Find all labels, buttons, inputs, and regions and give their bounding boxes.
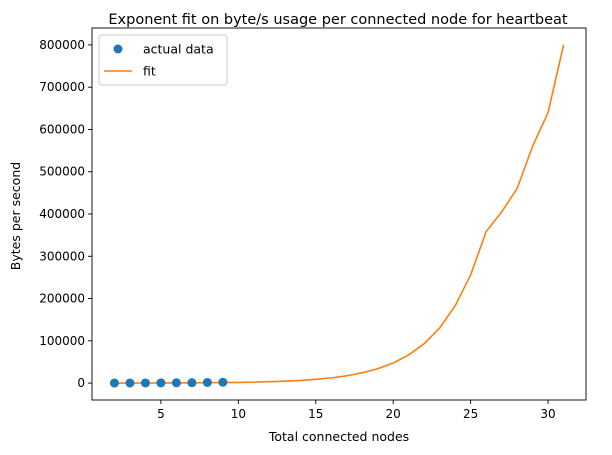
- data-point: [202, 377, 212, 387]
- x-tick-label: 30: [540, 407, 555, 421]
- data-point: [125, 378, 135, 388]
- x-axis-label: Total connected nodes: [268, 429, 409, 444]
- data-point: [156, 378, 166, 388]
- data-point: [140, 378, 150, 388]
- x-tick-label: 15: [308, 407, 323, 421]
- y-tick-label: 700000: [39, 80, 85, 94]
- y-tick-label: 100000: [39, 334, 85, 348]
- x-tick-label: 20: [386, 407, 401, 421]
- plot-area: [109, 44, 565, 388]
- data-point: [218, 377, 228, 387]
- data-point: [187, 378, 197, 388]
- y-axis-ticks: 0 100000 200000 300000 400000 500000 600000 700…: [39, 38, 92, 390]
- y-axis-label: Bytes per second: [8, 162, 23, 270]
- y-tick-label: 300000: [39, 249, 85, 263]
- data-point: [171, 378, 181, 388]
- x-tick-label: 25: [463, 407, 478, 421]
- legend: actual data fit: [98, 34, 228, 86]
- legend-label-actual-data: actual data: [143, 42, 214, 57]
- legend-marker-actual-data: [113, 44, 123, 54]
- y-tick-label: 400000: [39, 207, 85, 221]
- y-tick-label: 500000: [39, 165, 85, 179]
- plot-frame: [91, 27, 587, 401]
- data-point: [109, 378, 119, 388]
- legend-label-fit: fit: [143, 64, 156, 79]
- y-tick-label: 0: [77, 376, 85, 390]
- y-tick-label: 200000: [39, 292, 85, 306]
- legend-box: [98, 34, 228, 86]
- y-tick-label: 800000: [39, 38, 85, 52]
- y-tick-label: 600000: [39, 122, 85, 136]
- x-axis-ticks: 5 10 15 20 25 30: [157, 400, 556, 421]
- chart-title: Exponent fit on byte/s usage per connect…: [108, 12, 568, 28]
- x-tick-label: 10: [231, 407, 246, 421]
- x-tick-label: 5: [157, 407, 165, 421]
